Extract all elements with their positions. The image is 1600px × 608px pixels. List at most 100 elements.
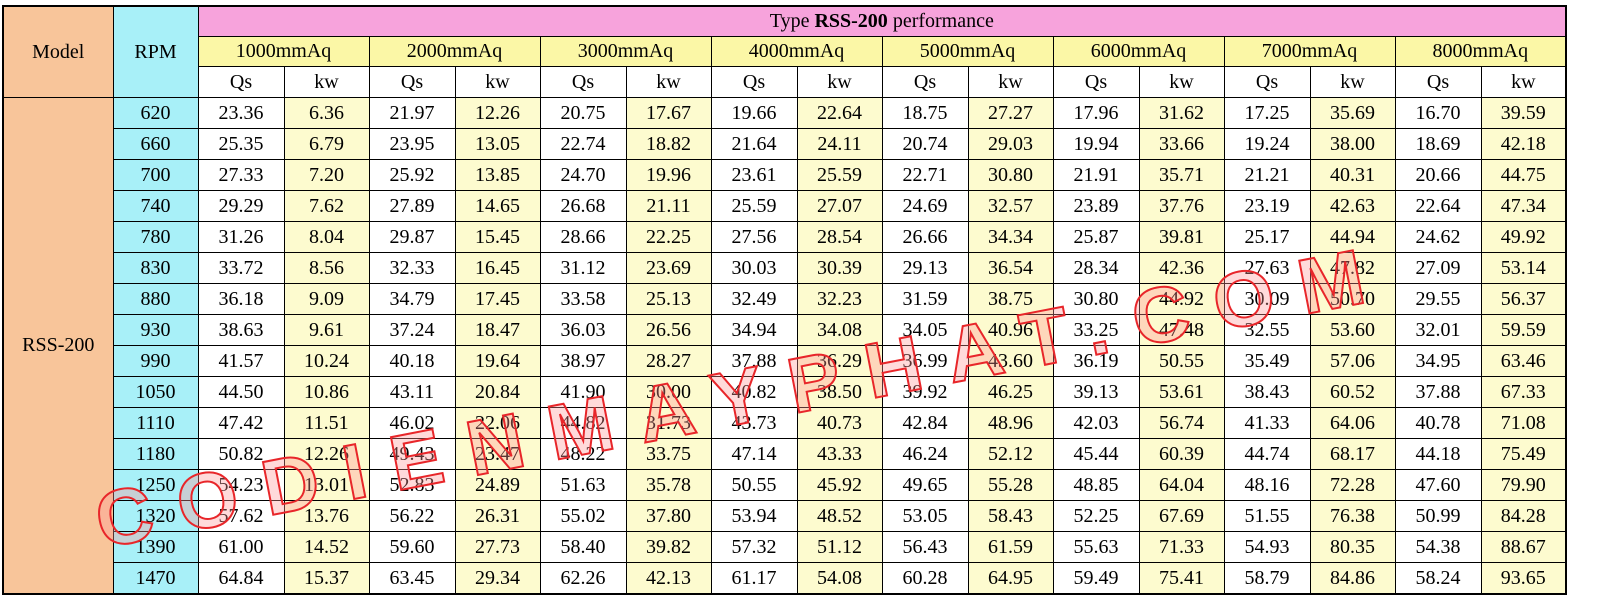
qs-cell: 25.87 <box>1052 221 1140 253</box>
kw-cell: 50.55 <box>1138 345 1225 377</box>
kw-cell: 22.06 <box>454 407 541 439</box>
kw-cell: 29.34 <box>454 562 541 595</box>
qs-cell: 34.95 <box>1394 345 1482 377</box>
kw-cell: 11.51 <box>283 407 370 439</box>
qs-cell: 41.90 <box>539 376 627 408</box>
kw-cell: 22.64 <box>796 97 883 129</box>
qs-cell: 25.92 <box>368 159 456 191</box>
qs-cell: 36.03 <box>539 314 627 346</box>
qs-cell: 52.25 <box>1052 500 1140 532</box>
rpm-header: RPM <box>112 5 199 98</box>
data-row: 990 41.57 10.24 40.18 19.64 38.97 28.27 37.88 36… <box>3 345 1567 377</box>
qs-cell: 56.43 <box>881 531 969 563</box>
kw-cell: 45.92 <box>796 469 883 501</box>
kw-cell: 24.11 <box>796 128 883 160</box>
qs-cell: 22.64 <box>1394 190 1482 222</box>
rpm-cell: 1050 <box>112 376 199 408</box>
performance-table: Model RPM Type RSS-200 performance 1000m… <box>2 5 1568 595</box>
qs-cell: 41.33 <box>1223 407 1311 439</box>
qs-cell: 34.05 <box>881 314 969 346</box>
kw-cell: 27.27 <box>967 97 1054 129</box>
kw-cell: 39.82 <box>625 531 712 563</box>
qs-cell: 59.60 <box>368 531 456 563</box>
kw-cell: 88.67 <box>1480 531 1567 563</box>
pressure-header: 5000mmAq <box>881 36 1054 67</box>
pressure-header: 7000mmAq <box>1223 36 1396 67</box>
kw-cell: 44.92 <box>1138 283 1225 315</box>
qs-cell: 55.02 <box>539 500 627 532</box>
qs-cell: 47.14 <box>710 438 798 470</box>
kw-cell: 36.29 <box>796 345 883 377</box>
kw-cell: 10.86 <box>283 376 370 408</box>
data-row: 1110 47.42 11.51 46.02 22.06 44.82 31.73 43.73 4… <box>3 407 1567 439</box>
kw-cell: 6.79 <box>283 128 370 160</box>
qs-cell: 28.66 <box>539 221 627 253</box>
qs-cell: 39.13 <box>1052 376 1140 408</box>
kw-cell: 13.85 <box>454 159 541 191</box>
sub-header: kw <box>967 66 1054 98</box>
qs-cell: 21.97 <box>368 97 456 129</box>
qs-cell: 31.59 <box>881 283 969 315</box>
sub-header: kw <box>625 66 712 98</box>
qs-cell: 34.94 <box>710 314 798 346</box>
qs-cell: 18.75 <box>881 97 969 129</box>
qs-cell: 37.88 <box>1394 376 1482 408</box>
kw-cell: 18.82 <box>625 128 712 160</box>
kw-cell: 55.28 <box>967 469 1054 501</box>
kw-cell: 12.26 <box>283 438 370 470</box>
qs-cell: 35.49 <box>1223 345 1311 377</box>
qs-cell: 54.23 <box>197 469 285 501</box>
qs-cell: 16.70 <box>1394 97 1482 129</box>
qs-cell: 18.69 <box>1394 128 1482 160</box>
title-model: RSS-200 <box>814 10 888 32</box>
qs-cell: 37.88 <box>710 345 798 377</box>
kw-cell: 26.31 <box>454 500 541 532</box>
table-head: Model RPM Type RSS-200 performance 1000m… <box>2 5 1567 98</box>
kw-cell: 36.54 <box>967 252 1054 284</box>
qs-cell: 25.59 <box>710 190 798 222</box>
qs-cell: 46.24 <box>881 438 969 470</box>
kw-cell: 47.34 <box>1480 190 1567 222</box>
kw-cell: 75.49 <box>1480 438 1567 470</box>
qs-cell: 29.87 <box>368 221 456 253</box>
qs-cell: 46.02 <box>368 407 456 439</box>
kw-cell: 26.56 <box>625 314 712 346</box>
kw-cell: 39.81 <box>1138 221 1225 253</box>
qs-cell: 36.19 <box>1052 345 1140 377</box>
title-suffix: performance <box>892 10 994 32</box>
kw-cell: 14.52 <box>283 531 370 563</box>
rpm-cell: 620 <box>112 97 199 129</box>
sub-header: Qs <box>1394 66 1482 98</box>
qs-cell: 51.55 <box>1223 500 1311 532</box>
kw-cell: 58.43 <box>967 500 1054 532</box>
kw-cell: 42.18 <box>1480 128 1567 160</box>
kw-cell: 49.92 <box>1480 221 1567 253</box>
kw-cell: 40.96 <box>967 314 1054 346</box>
kw-cell: 13.76 <box>283 500 370 532</box>
qs-cell: 44.74 <box>1223 438 1311 470</box>
header-row: Model RPM Type RSS-200 performance <box>2 5 1567 98</box>
qs-cell: 23.61 <box>710 159 798 191</box>
kw-cell: 39.59 <box>1480 97 1567 129</box>
sub-header: Qs <box>368 66 456 98</box>
qs-cell: 32.55 <box>1223 314 1311 346</box>
kw-cell: 71.33 <box>1138 531 1225 563</box>
kw-cell: 29.03 <box>967 128 1054 160</box>
qs-cell: 57.62 <box>197 500 285 532</box>
qs-cell: 40.78 <box>1394 407 1482 439</box>
rpm-cell: 930 <box>112 314 199 346</box>
kw-cell: 22.25 <box>625 221 712 253</box>
kw-cell: 31.73 <box>625 407 712 439</box>
model-cell: RSS-200 <box>2 97 114 595</box>
kw-cell: 8.56 <box>283 252 370 284</box>
qs-cell: 22.71 <box>881 159 969 191</box>
rpm-cell: 830 <box>112 252 199 284</box>
kw-cell: 61.59 <box>967 531 1054 563</box>
kw-cell: 52.12 <box>967 438 1054 470</box>
kw-cell: 64.04 <box>1138 469 1225 501</box>
kw-cell: 15.45 <box>454 221 541 253</box>
kw-cell: 76.38 <box>1309 500 1396 532</box>
qs-cell: 49.43 <box>368 438 456 470</box>
kw-cell: 9.61 <box>283 314 370 346</box>
qs-cell: 20.74 <box>881 128 969 160</box>
